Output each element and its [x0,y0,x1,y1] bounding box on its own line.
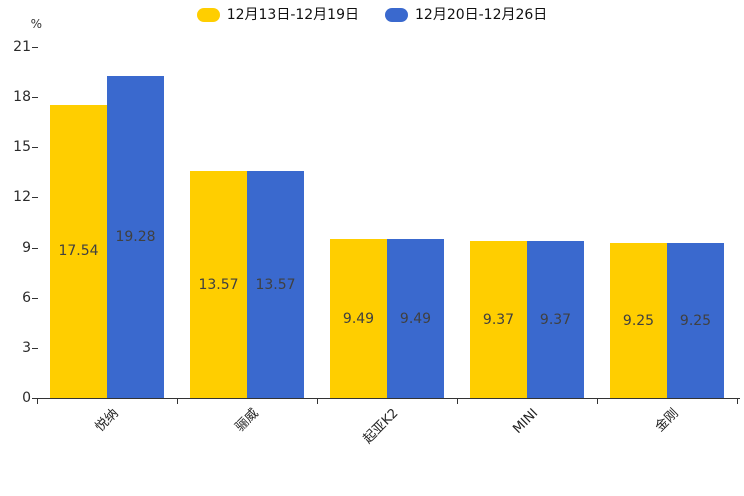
y-axis-tick-label: 15 [13,139,31,156]
y-axis-tick-label: 9 [22,239,31,256]
x-axis-tick-mark [457,398,458,404]
bar-value-label: 13.57 [255,276,296,293]
bar-series0-MINI: 9.37 [470,241,527,398]
bar-series0-起亚K2: 9.49 [330,239,387,398]
y-axis-tick-mark [32,47,38,48]
bar-value-label: 9.49 [342,310,375,327]
x-axis-category-label[interactable]: 骊威 [232,406,262,436]
legend-label: 12月20日-12月26日 [415,7,548,23]
x-axis-tick-mark [177,398,178,404]
legend-item[interactable]: 12月20日-12月26日 [385,6,547,24]
x-axis-category-label[interactable]: MINI [510,406,542,437]
bar-series1-悦纳: 19.28 [107,75,164,398]
y-axis-tick-label: 3 [22,339,31,356]
legend-label: 12月13日-12月19日 [226,7,359,23]
bar-value-label: 9.37 [482,311,515,328]
legend-swatch [196,8,220,22]
legend-item[interactable]: 12月13日-12月19日 [196,6,359,24]
legend-swatch [385,8,408,22]
bar-value-label: 13.57 [198,276,239,293]
y-axis-unit-label: % [30,17,42,31]
bar-series0-悦纳: 17.54 [50,104,107,398]
bar-value-label: 17.54 [58,243,99,260]
bar-series1-骊威: 13.57 [247,171,304,398]
bar-value-label: 9.25 [679,312,712,329]
bar-series1-金刚: 9.25 [667,243,724,398]
bar-series0-金刚: 9.25 [610,243,667,398]
y-axis-tick-mark [32,347,38,349]
y-axis-tick-mark [32,247,38,249]
y-axis-tick-label: 0 [22,390,31,406]
x-axis-tick-mark [597,398,598,404]
bar-series1-MINI: 9.37 [527,241,584,398]
x-axis-tick-mark [737,398,738,404]
bar-value-label: 9.49 [399,310,432,327]
x-axis-category-label[interactable]: 悦纳 [92,406,122,436]
y-axis-tick-mark [32,97,38,99]
x-axis-tick-mark [37,398,38,404]
bar-value-label: 9.37 [539,311,572,328]
bar-series1-起亚K2: 9.49 [387,239,444,398]
y-axis-tick-label: 6 [22,289,31,306]
x-axis-tick-mark [317,398,318,404]
y-axis-tick-label: 12 [13,189,31,206]
y-axis-tick-label: 21 [13,39,31,55]
y-axis-tick-mark [32,147,38,149]
x-axis-line [33,398,740,399]
bar-value-label: 19.28 [115,228,156,245]
x-axis-category-label[interactable]: 金刚 [652,406,682,436]
x-axis-category-label[interactable]: 起亚K2 [360,406,402,447]
legend: 12月13日-12月19日 12月20日-12月26日 [0,6,744,24]
bar-series0-骊威: 13.57 [190,171,247,398]
y-axis-tick-label: 18 [13,89,31,106]
bar-value-label: 9.25 [622,312,655,329]
y-axis-tick-mark [32,197,38,199]
y-axis-tick-mark [32,297,38,299]
